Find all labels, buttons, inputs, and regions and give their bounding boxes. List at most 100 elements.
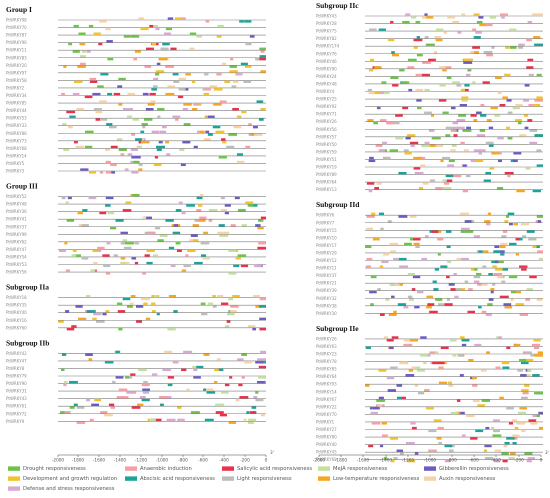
cis-element-box bbox=[187, 249, 196, 252]
cis-element-box bbox=[515, 104, 523, 107]
cis-element-box bbox=[409, 298, 414, 301]
cis-element-box bbox=[508, 275, 518, 279]
cis-element-box bbox=[247, 421, 254, 424]
cis-element-box bbox=[126, 391, 134, 394]
cis-element-box bbox=[481, 283, 488, 286]
cis-element-box bbox=[391, 459, 395, 463]
cis-element-box bbox=[200, 254, 207, 257]
cis-element-box bbox=[378, 28, 386, 31]
cis-element-box bbox=[215, 130, 225, 134]
cis-element-box bbox=[459, 212, 469, 215]
cis-element-box bbox=[173, 80, 180, 83]
cis-element-box bbox=[499, 13, 508, 16]
cis-element-box bbox=[431, 449, 437, 452]
cis-element-box bbox=[149, 418, 156, 422]
cis-element-box bbox=[519, 313, 529, 316]
cis-element-box bbox=[500, 242, 508, 246]
gene-label: PtWRKY13 bbox=[316, 187, 337, 192]
cis-element-box bbox=[365, 227, 373, 231]
cis-element-box bbox=[416, 369, 426, 372]
cis-element-box bbox=[379, 444, 384, 448]
cis-element-box bbox=[159, 396, 169, 399]
cis-element-box bbox=[472, 376, 477, 380]
cis-element-box bbox=[368, 444, 374, 448]
cis-element-box bbox=[200, 302, 206, 305]
cis-element-box bbox=[110, 145, 118, 149]
cis-element-box bbox=[468, 358, 474, 362]
cis-element-box bbox=[236, 153, 244, 156]
cis-element-box bbox=[502, 268, 509, 271]
cis-element-box bbox=[222, 231, 230, 235]
cis-element-box bbox=[138, 368, 147, 372]
cis-element-box bbox=[502, 459, 508, 463]
cis-element-box bbox=[481, 399, 491, 402]
cis-element-box bbox=[366, 215, 375, 218]
cis-element-box bbox=[162, 125, 167, 129]
cis-element-box bbox=[86, 398, 91, 402]
cis-element-box bbox=[409, 141, 419, 145]
cis-element-box bbox=[491, 260, 499, 264]
cis-element-box bbox=[442, 179, 447, 182]
cis-element-box bbox=[513, 222, 519, 226]
cis-element-box bbox=[388, 313, 397, 316]
cis-element-box bbox=[68, 42, 73, 46]
cis-element-box bbox=[98, 42, 103, 46]
cis-element-box bbox=[78, 32, 86, 35]
cis-element-box bbox=[149, 24, 154, 28]
gene-label: PtWRKY72 bbox=[6, 411, 27, 416]
cis-element-box bbox=[403, 343, 413, 347]
cis-element-box bbox=[118, 148, 127, 151]
cis-element-box bbox=[517, 238, 523, 241]
gene-label: PtWRKY90 bbox=[6, 381, 27, 386]
cis-element-box bbox=[496, 187, 504, 190]
gene-label: PtWRKY47 bbox=[6, 247, 27, 252]
cis-element-box bbox=[510, 452, 516, 455]
cis-element-box bbox=[200, 312, 208, 316]
cis-element-box bbox=[191, 234, 196, 237]
cis-element-box bbox=[231, 85, 237, 88]
cis-element-box bbox=[255, 361, 264, 364]
cis-element-box bbox=[420, 336, 427, 339]
cis-element-box bbox=[141, 383, 150, 387]
cis-element-box bbox=[79, 62, 86, 66]
cis-element-box bbox=[235, 257, 241, 260]
cis-element-box bbox=[209, 85, 218, 88]
cis-element-box bbox=[72, 249, 77, 252]
cis-element-box bbox=[386, 339, 394, 342]
cis-element-box bbox=[446, 275, 450, 279]
cis-element-box bbox=[220, 196, 225, 200]
cis-element-box bbox=[218, 224, 225, 227]
cis-element-box bbox=[236, 160, 245, 164]
cis-element-box bbox=[151, 310, 156, 313]
cis-element-box bbox=[470, 51, 474, 54]
cis-element-box bbox=[239, 20, 245, 23]
cis-element-box bbox=[127, 92, 136, 96]
cis-element-box bbox=[378, 149, 385, 152]
cis-element-box bbox=[245, 65, 252, 68]
gene-label: PtWRKY57 bbox=[316, 134, 337, 139]
cis-element-box bbox=[196, 35, 202, 38]
cis-element-box bbox=[429, 351, 436, 354]
cis-element-box bbox=[414, 384, 419, 387]
cis-element-box bbox=[484, 457, 494, 460]
cis-element-box bbox=[105, 171, 112, 174]
cis-element-box bbox=[165, 92, 175, 96]
cis-element-box bbox=[526, 459, 532, 463]
cis-element-box bbox=[199, 130, 205, 134]
gene-label: PtWRKY58 bbox=[6, 78, 27, 83]
cis-element-box bbox=[131, 406, 141, 409]
cis-element-box bbox=[536, 73, 542, 77]
cis-element-box bbox=[259, 305, 266, 308]
cis-element-box bbox=[473, 119, 478, 122]
cis-element-box bbox=[196, 365, 204, 369]
cis-element-box bbox=[376, 182, 382, 185]
cis-element-box bbox=[465, 174, 471, 178]
cis-element-box bbox=[155, 27, 160, 31]
gene-label: PtWRKY14 bbox=[316, 389, 337, 394]
gene-label: PtWRKY11 bbox=[316, 266, 337, 271]
cis-element-box bbox=[142, 388, 150, 391]
cis-element-box bbox=[131, 156, 140, 159]
cis-element-box bbox=[456, 257, 464, 261]
cis-element-box bbox=[88, 196, 97, 200]
cis-element-box bbox=[61, 92, 65, 96]
